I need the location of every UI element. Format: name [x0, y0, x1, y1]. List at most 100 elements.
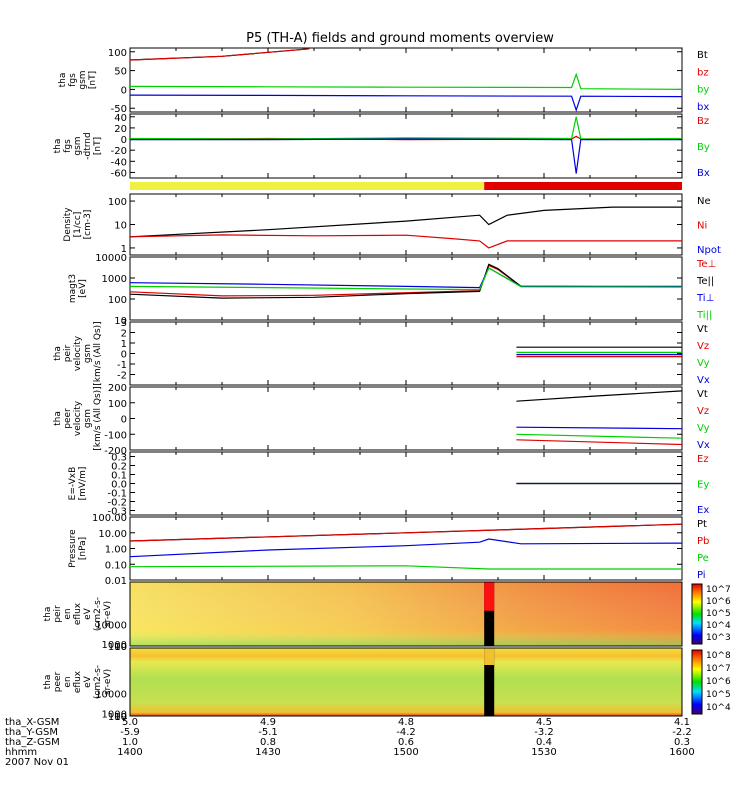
y-axis-label: velocity: [73, 335, 83, 371]
time-axis-value: 1500: [393, 747, 418, 758]
time-axis-value: -3.2: [534, 727, 554, 738]
series-line-Vy: [516, 433, 683, 439]
y-tick-label: 200: [108, 383, 127, 394]
legend-entry: Te||: [696, 276, 714, 287]
y-tick-label: 10: [114, 642, 127, 653]
y-tick-label: -20: [111, 146, 127, 157]
data-gap-flux: [484, 582, 495, 611]
y-tick-label: 100: [108, 712, 127, 723]
legend-entry: Ni: [697, 221, 707, 232]
time-axis-value: 0.6: [398, 737, 414, 748]
y-axis-label: E=-VxB: [68, 467, 78, 501]
date-label: 2007 Nov 01: [5, 757, 69, 768]
y-axis-label: eV: [83, 607, 93, 620]
y-axis-label: magt3: [68, 274, 78, 303]
time-axis-value: -2.2: [672, 727, 692, 738]
y-tick-label: 0.1: [111, 471, 127, 482]
legend-entry: Bz: [697, 116, 709, 127]
time-axis: tha_X-GSM 5.0 4.9 4.8 4.5 4.1 tha_Y-GSM -5.9 -5.…: [5, 717, 695, 758]
colorbar: [691, 649, 703, 715]
legend-entry: Bt: [697, 50, 708, 61]
colorbar-label: 10^6: [706, 597, 731, 607]
legend-entry: Npot: [697, 245, 721, 256]
y-axis-label: eflux: [73, 602, 83, 625]
legend-entry: Vt: [697, 324, 708, 335]
time-axis-value: 4.1: [674, 717, 690, 728]
y-tick-label: -100: [104, 430, 127, 441]
legend-entry: Ti||: [696, 310, 712, 321]
y-tick-label: 0: [121, 85, 127, 96]
y-axis-label: [nT]: [88, 71, 98, 89]
series-line-Ti||: [129, 267, 683, 291]
panel-peer_velocity: tha peer velocity gsm [km/s (All Qs)] 200 100 0…: [53, 383, 710, 457]
y-axis-label: [eV]: [78, 279, 88, 298]
y-axis-label: tha: [53, 411, 63, 426]
time-axis-value: 0.3: [674, 737, 690, 748]
y-tick-label: -200: [104, 446, 127, 457]
y-tick-label: -1: [117, 360, 127, 371]
y-axis-label: sr-eV): [103, 669, 113, 695]
panel-frame: [129, 647, 683, 717]
y-tick-label: -50: [111, 104, 127, 115]
y-axis-label: Pressure: [68, 529, 78, 568]
panel-efield: E=-VxB [mV/m] 0.30.20.10.0-0.1-0.2-0.3 Ez Ey…: [68, 451, 709, 518]
data-gap-flux: [484, 648, 495, 665]
time-axis-row-label: tha_Z-GSM: [5, 737, 60, 748]
time-axis-value: 1430: [255, 747, 280, 758]
time-axis-value: 0.4: [536, 737, 552, 748]
legend-entry: Te⊥: [696, 259, 716, 270]
colorbar-label: 10^5: [706, 609, 731, 619]
colorbar-label: 10^7: [706, 664, 731, 674]
y-axis-label: peir: [63, 344, 73, 362]
y-tick-label: 0: [121, 135, 127, 146]
colorbar-label: 10^7: [706, 585, 731, 595]
time-axis-value: -5.9: [120, 727, 140, 738]
y-tick-label: 3: [121, 318, 127, 329]
y-tick-label: 40: [114, 113, 127, 124]
y-tick-label: 100.00: [92, 513, 127, 524]
y-tick-label: -60: [111, 168, 127, 179]
time-axis-row-label: hhmm: [5, 747, 37, 758]
legend-entry: Ne: [697, 196, 711, 207]
series-line-Te⊥: [129, 264, 683, 297]
legend-entry: Ez: [697, 454, 709, 465]
series-line-Bx: [130, 138, 682, 174]
y-tick-label: 10.00: [98, 529, 127, 540]
series-line-Ne: [129, 206, 682, 238]
legend-entry: bz: [697, 67, 709, 78]
y-tick-label: 50: [114, 67, 127, 78]
time-axis-value: 4.8: [398, 717, 414, 728]
legend-entry: Ti⊥: [696, 293, 714, 304]
y-axis-label: en: [63, 676, 73, 687]
y-tick-label: 10000: [95, 621, 127, 632]
series-line-Vz: [516, 439, 683, 446]
time-axis-value: 4.9: [260, 717, 276, 728]
series-line-Te||: [129, 263, 683, 299]
y-tick-label: 100: [108, 399, 127, 410]
time-axis-value: 1600: [669, 747, 694, 758]
y-axis-label: [mV/m]: [78, 467, 88, 501]
data-gap: [484, 648, 495, 716]
y-tick-label: -0.3: [107, 507, 127, 518]
y-tick-label: 0.2: [111, 462, 127, 473]
time-axis-value: 4.5: [536, 717, 552, 728]
y-tick-label: 0: [121, 415, 127, 426]
time-axis-value: -4.2: [396, 727, 416, 738]
y-axis-label: (cm2-s-: [93, 597, 103, 631]
legend-entry: Vy: [697, 358, 710, 369]
y-tick-label: 0.3: [111, 453, 127, 464]
mode-bar-segment: [484, 182, 682, 190]
legend-entry: bx: [697, 102, 709, 113]
panel-frame: [129, 193, 683, 256]
legend-entry: Vy: [697, 423, 710, 434]
y-axis-label: [km/s (All Qs)]: [93, 386, 103, 450]
series-line-bx: [129, 94, 683, 113]
time-axis-value: 0.8: [260, 737, 276, 748]
panel-density: Density [1/cc] [cm-3] 100 10 1 Ne Ni Npot: [63, 193, 721, 256]
series-line-By: [129, 116, 683, 140]
y-tick-label: 1: [121, 244, 127, 255]
y-tick-label: 0.01: [105, 576, 127, 587]
legend-entry: Bx: [697, 168, 710, 179]
y-axis-label: gsm: [83, 344, 93, 363]
